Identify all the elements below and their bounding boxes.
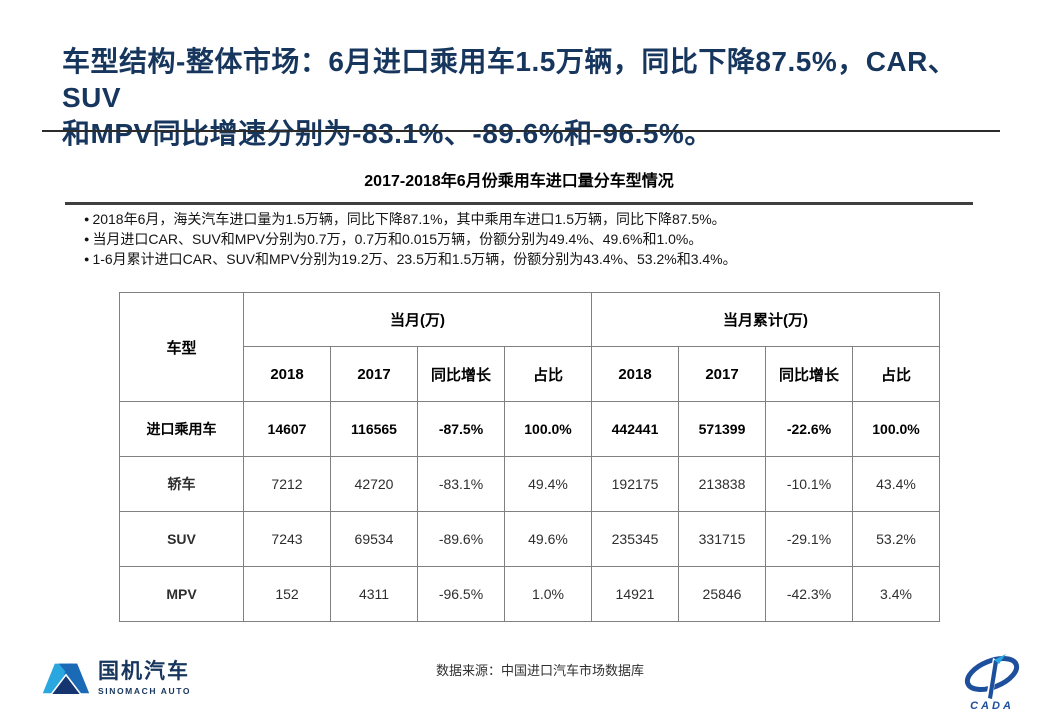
table-cell: 42720: [330, 456, 418, 512]
table-cell: 3.4%: [852, 566, 940, 622]
table-cell: 213838: [678, 456, 766, 512]
bullet-text: 当月进口CAR、SUV和MPV分别为0.7万，0.7万和0.015万辆，份额分别…: [92, 231, 703, 247]
row-label: 轿车: [119, 456, 244, 512]
table-cell: 53.2%: [852, 511, 940, 567]
table-subheader-row: 2018 2017 同比增长 占比 2018 2017 同比增长 占比: [120, 346, 940, 402]
table-cell: 442441: [591, 401, 679, 457]
table-cell: 69534: [330, 511, 418, 567]
table-row-import-passenger: 进口乘用车 14607 116565 -87.5% 100.0% 442441 …: [119, 401, 940, 457]
sinomach-name-cn: 国机汽车: [98, 660, 190, 683]
table-subheader: 2017: [678, 346, 766, 402]
table-subheader: 同比增长: [417, 346, 505, 402]
table-group-header-cumulative: 当月累计(万): [591, 292, 940, 347]
data-table: 车型 当月(万) 当月累计(万) 2018 2017 同比增长 占比 2018 …: [119, 292, 940, 622]
table-cell: -29.1%: [765, 511, 853, 567]
subtitle-divider: [65, 202, 973, 205]
table-subheader: 2018: [243, 346, 331, 402]
table-cell: -83.1%: [417, 456, 505, 512]
row-label: 进口乘用车: [119, 401, 244, 457]
table-cell: 43.4%: [852, 456, 940, 512]
table-subheader: 占比: [852, 346, 940, 402]
table-subheader: 同比增长: [765, 346, 853, 402]
table-cell: 7212: [243, 456, 331, 512]
title-divider: [42, 130, 1000, 132]
table-cell: 14607: [243, 401, 331, 457]
table-cell: -89.6%: [417, 511, 505, 567]
table-title: 2017-2018年6月份乘用车进口量分车型情况: [364, 173, 674, 190]
sinomach-mountain-icon: [42, 663, 90, 696]
table-cell: 116565: [330, 401, 418, 457]
table-row-mpv: MPV 152 4311 -96.5% 1.0% 14921 25846 -42…: [119, 566, 940, 622]
table-cell: -22.6%: [765, 401, 853, 457]
bullet-icon: ●: [84, 234, 90, 244]
row-label: SUV: [119, 511, 244, 567]
cada-logo-icon: CADA: [964, 654, 1020, 712]
page-title: 车型结构-整体市场：6月进口乘用车1.5万辆，同比下降87.5%，CAR、SUV…: [62, 44, 1002, 152]
table-group-header-month: 当月(万): [243, 292, 592, 347]
page-title-line1: 车型结构-整体市场：6月进口乘用车1.5万辆，同比下降87.5%，CAR、SUV: [62, 46, 957, 113]
table-subheader: 2017: [330, 346, 418, 402]
data-source-note: 数据来源：中国进口汽车市场数据库: [435, 663, 644, 678]
table-subheader: 占比: [504, 346, 592, 402]
table-cell: -42.3%: [765, 566, 853, 622]
table-cell: 571399: [678, 401, 766, 457]
table-cell: 4311: [330, 566, 418, 622]
sinomach-name-en: SINOMACH AUTO: [98, 686, 192, 696]
table-corner-header: 车型: [119, 292, 244, 402]
table-cell: 25846: [678, 566, 766, 622]
sinomach-logo: 国机汽车 SINOMACH AUTO: [42, 656, 191, 700]
sinomach-logo-text: 国机汽车 SINOMACH AUTO: [98, 660, 191, 696]
table-cell: -87.5%: [417, 401, 505, 457]
table-subheader: 2018: [591, 346, 679, 402]
table-cell: 100.0%: [852, 401, 940, 457]
table-cell: 192175: [591, 456, 679, 512]
bullet-item: ● 当月进口CAR、SUV和MPV分别为0.7万，0.7万和0.015万辆，份额分…: [84, 229, 954, 249]
table-cell: 14921: [591, 566, 679, 622]
cada-logo: CADA: [952, 650, 1032, 717]
bullet-list: ● 2018年6月，海关汽车进口量为1.5万辆，同比下降87.1%，其中乘用车进口…: [84, 209, 954, 269]
table-cell: 1.0%: [504, 566, 592, 622]
table-cell: 152: [243, 566, 331, 622]
bullet-text: 2018年6月，海关汽车进口量为1.5万辆，同比下降87.1%，其中乘用车进口1…: [92, 211, 726, 227]
table-cell: 49.4%: [504, 456, 592, 512]
bullet-text: 1-6月累计进口CAR、SUV和MPV分别为19.2万、23.5万和1.5万辆，…: [92, 251, 737, 267]
bullet-icon: ●: [84, 214, 90, 224]
table-row-suv: SUV 7243 69534 -89.6% 49.6% 235345 33171…: [119, 511, 940, 567]
table-cell: -96.5%: [417, 566, 505, 622]
cada-logo-text: CADA: [970, 700, 1014, 712]
table-row-sedan: 轿车 7212 42720 -83.1% 49.4% 192175 213838…: [119, 456, 940, 512]
bullet-icon: ●: [84, 254, 90, 264]
table-cell: 7243: [243, 511, 331, 567]
page-title-line2: 和MPV同比增速分别为-83.1%、-89.6%和-96.5%。: [62, 118, 713, 149]
row-label: MPV: [119, 566, 244, 622]
table-group-header-row: 车型 当月(万) 当月累计(万): [119, 292, 940, 402]
table-cell: -10.1%: [765, 456, 853, 512]
bullet-item: ● 1-6月累计进口CAR、SUV和MPV分别为19.2万、23.5万和1.5万辆…: [84, 249, 954, 269]
table-cell: 100.0%: [504, 401, 592, 457]
table-cell: 235345: [591, 511, 679, 567]
table-cell: 49.6%: [504, 511, 592, 567]
table-cell: 331715: [678, 511, 766, 567]
bullet-item: ● 2018年6月，海关汽车进口量为1.5万辆，同比下降87.1%，其中乘用车进口…: [84, 209, 954, 229]
